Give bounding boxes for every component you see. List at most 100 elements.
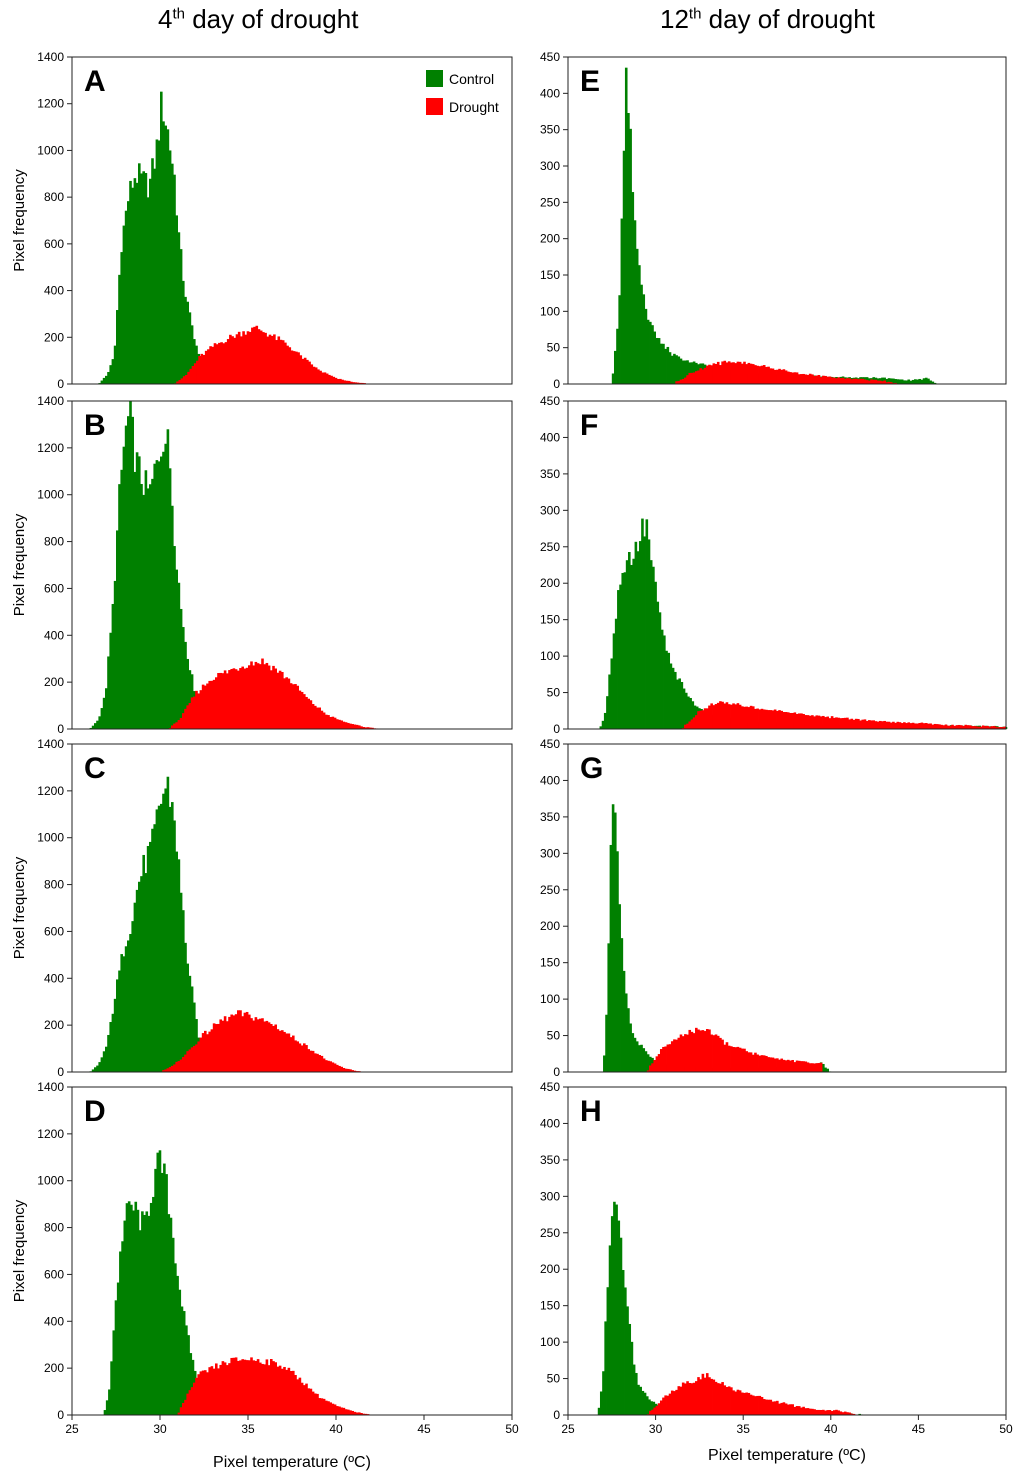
histogram-bar — [723, 1044, 727, 1072]
histogram-bar — [254, 1360, 258, 1415]
histogram-bar — [349, 1410, 352, 1415]
histogram-bar — [857, 718, 860, 729]
histogram-bar — [155, 139, 159, 384]
histogram-bar — [124, 946, 128, 1072]
histogram-bar — [898, 379, 902, 384]
histogram-bar — [352, 382, 355, 384]
histogram-bar — [322, 712, 326, 729]
histogram-bar — [189, 1353, 193, 1415]
histogram-bar — [265, 662, 269, 729]
histogram-bar — [252, 665, 255, 729]
panel-label: H — [580, 1095, 602, 1128]
histogram-bar — [323, 372, 327, 384]
histogram-bar — [824, 717, 827, 729]
histogram-bar — [307, 698, 310, 729]
histogram-bar — [179, 249, 183, 384]
histogram-bar — [716, 1383, 720, 1415]
histogram-bar — [344, 1068, 348, 1072]
histogram-bar — [305, 696, 308, 729]
histogram-bar — [296, 1041, 299, 1072]
histogram-bar — [308, 361, 311, 384]
histogram-bar — [189, 368, 193, 384]
histogram-bar — [754, 1052, 757, 1072]
histogram-bar — [644, 308, 648, 384]
histogram-bar — [241, 666, 244, 729]
histogram-bar — [665, 650, 668, 729]
histogram-bar — [848, 719, 851, 729]
histogram-bar — [314, 705, 317, 729]
histogram-bar — [988, 726, 992, 729]
histogram-bar — [179, 608, 183, 729]
histogram-bar — [208, 1367, 211, 1415]
histogram-bar — [813, 716, 816, 729]
histogram-bar — [684, 724, 687, 729]
histogram-bar — [710, 365, 713, 384]
histogram-bar — [920, 379, 924, 384]
histogram-bar — [294, 1375, 297, 1415]
histogram-bar — [819, 1062, 823, 1072]
histogram-bar — [677, 380, 681, 384]
y-tick-label: 1400 — [37, 1080, 64, 1094]
histogram-bar — [736, 1389, 740, 1415]
histogram-bar — [347, 722, 350, 729]
histogram-bar — [256, 1359, 260, 1415]
histogram-bar — [285, 1369, 288, 1415]
histogram-bar — [738, 1390, 742, 1415]
panel-a: 0 200 400 600 800 1000 1200 1400 A Pixel frequenc… — [11, 50, 513, 391]
y-tick-label: 150 — [540, 613, 560, 627]
histogram-bar — [182, 1402, 185, 1415]
histogram-bar — [914, 723, 917, 729]
histogram-bar — [239, 1010, 242, 1072]
histogram-bar — [885, 378, 889, 384]
histogram-bar — [813, 1063, 816, 1072]
histogram-bar — [714, 363, 718, 384]
histogram-bar — [264, 332, 267, 384]
histogram-bar — [736, 361, 740, 384]
histogram-bar — [325, 373, 329, 384]
histogram-bar — [741, 363, 744, 384]
histogram-bar — [289, 1371, 293, 1415]
panel-g: 0 50 100 150 200 250 300 350 400 450 G — [540, 737, 1007, 1079]
histogram-bar — [719, 1037, 722, 1072]
histogram-bar — [103, 1410, 107, 1415]
histogram-bar — [758, 1395, 762, 1415]
histogram-bar — [765, 366, 768, 384]
histogram-bar — [699, 1030, 702, 1072]
histogram-bar — [819, 716, 823, 729]
histogram-bar — [164, 125, 167, 384]
histogram-bar — [828, 376, 832, 384]
histogram-bar — [730, 704, 733, 729]
histogram-bar — [804, 715, 808, 729]
histogram-bar — [174, 1263, 177, 1415]
histogram-bar — [171, 802, 174, 1072]
histogram-bar — [964, 724, 967, 729]
histogram-bar — [120, 469, 123, 729]
histogram-bar — [791, 1404, 794, 1415]
y-tick-label: 1000 — [37, 1174, 64, 1188]
histogram-bar — [142, 494, 145, 729]
histogram-bar — [931, 381, 935, 384]
histogram-bar — [721, 1382, 724, 1415]
histogram-bar — [217, 1023, 220, 1072]
histogram-bar — [107, 1034, 110, 1072]
axes-frame — [567, 1086, 1007, 1416]
series-drought — [681, 701, 1007, 729]
histogram-bar — [305, 1383, 308, 1415]
histogram-bar — [787, 371, 790, 384]
histogram-bar — [177, 859, 181, 1072]
histogram-bar — [900, 379, 904, 384]
histogram-bar — [210, 1366, 214, 1415]
histogram-bar — [263, 664, 266, 729]
histogram-bar — [924, 377, 928, 384]
histogram-bar — [887, 721, 891, 729]
histogram-bar — [160, 456, 163, 729]
histogram-bar — [113, 998, 117, 1072]
histogram-bar — [257, 329, 261, 384]
y-tick-label: 1200 — [37, 1127, 64, 1141]
histogram-bar — [870, 720, 873, 729]
histogram-bar — [712, 1035, 716, 1072]
histogram-bar — [618, 295, 621, 384]
histogram-bar — [146, 488, 150, 729]
histogram-bar — [797, 713, 801, 729]
histogram-bar — [686, 360, 689, 384]
